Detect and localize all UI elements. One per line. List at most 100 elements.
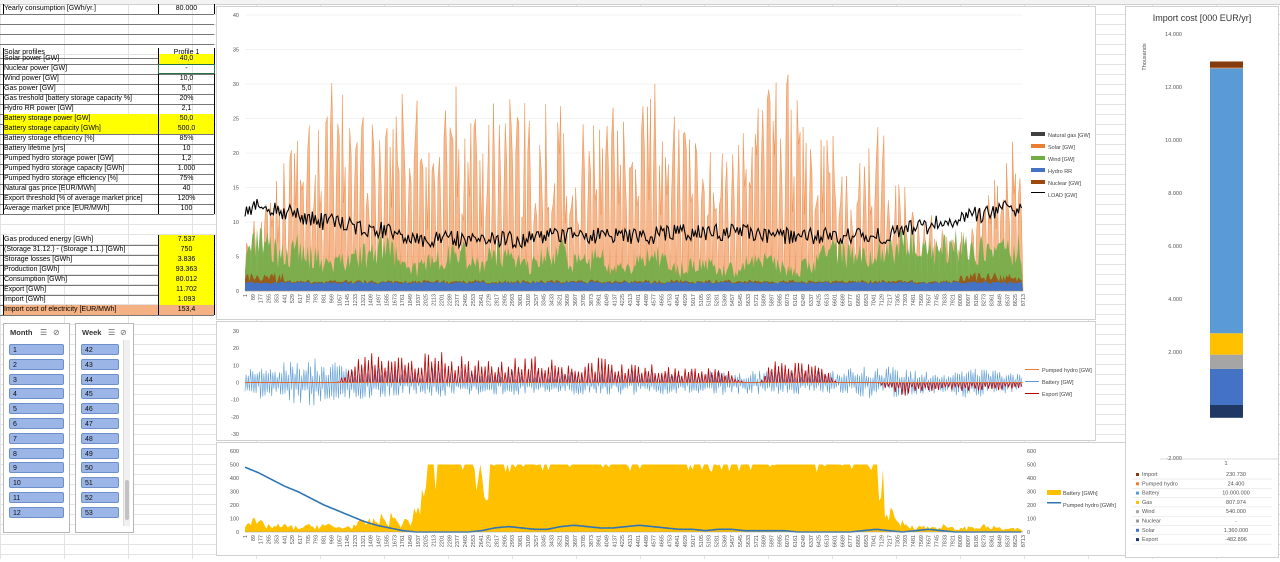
month-slicer-item[interactable]: 4 (9, 388, 64, 400)
input-row[interactable]: Yearly consumption [GWh/yr.] 80.000 (0, 4, 215, 15)
multi-select-icon[interactable]: ☰ (108, 328, 116, 337)
storage-level-chart[interactable]: 0 0 100 100 200 200 300 300 400 400 500 500 600 600 1 8… (216, 442, 1126, 556)
multi-select-icon[interactable]: ☰ (40, 328, 48, 337)
result-row[interactable]: Import cost of electricity [EUR/MWh] 153,… (0, 305, 215, 316)
result-row[interactable]: Gas produced energy [GWh] 7.537 (0, 235, 215, 246)
week-slicer-item[interactable]: 52 (81, 492, 119, 503)
month-slicer-item[interactable]: 11 (9, 492, 64, 503)
x-tick-label: 3961 (597, 535, 603, 547)
x-tick-label: 3433 (549, 535, 555, 547)
input-row[interactable]: Gas power [GW] 5,0 (0, 84, 215, 95)
month-slicer-item[interactable]: 7 (9, 432, 64, 444)
row-value[interactable]: 80.000 (158, 4, 215, 14)
input-row[interactable]: Nuclear power [GW] - (0, 64, 215, 75)
row-value[interactable]: 93.363 (158, 265, 215, 275)
row-value[interactable]: 100 (158, 204, 215, 214)
row-value[interactable]: 750 (158, 245, 215, 255)
storage-power-chart[interactable]: -30 -20 -10 0 10 20 30 Pumped hydro [GW] Battery… (216, 321, 1096, 441)
row-value[interactable]: 10 (158, 144, 215, 154)
week-slicer-item[interactable]: 51 (81, 477, 119, 489)
row-value[interactable]: 1,2 (158, 154, 215, 164)
input-row[interactable]: Solar power [GW] 40,0 (0, 54, 215, 65)
row-value[interactable]: 120% (158, 194, 215, 204)
row-value[interactable]: Profile 1 (158, 48, 215, 58)
row-value[interactable]: 11.702 (158, 285, 215, 295)
blank-row[interactable] (0, 14, 214, 25)
row-value[interactable]: 1.000 (158, 164, 215, 174)
column-header-strip[interactable] (0, 0, 1280, 5)
y-tick-label: 400 (230, 476, 239, 482)
x-tick-label: 5369 (722, 535, 728, 547)
row-value[interactable]: 3.836 (158, 255, 215, 265)
month-slicer-item[interactable]: 9 (9, 462, 64, 474)
import-cost-chart[interactable]: Import cost [000 EUR/yr] Thousands - 2.000 2… (1125, 6, 1279, 558)
row-value[interactable]: 2,1 (158, 104, 215, 114)
input-row[interactable]: Battery storage capacity [GWh] 500,0 (0, 124, 215, 135)
week-slicer-item[interactable]: 48 (81, 432, 119, 444)
input-row[interactable]: Pumped hydro storage power [GW] 1,2 (0, 154, 215, 165)
x-tick-label: 6073 (785, 535, 791, 547)
month-slicer-item[interactable]: 2 (9, 358, 64, 370)
clear-filter-icon[interactable]: ⊘ (53, 328, 60, 337)
blank-row[interactable] (0, 34, 214, 45)
input-row[interactable]: Pumped hydro storage capacity [GWh] 1.000 (0, 164, 215, 175)
row-value[interactable]: - (158, 64, 215, 74)
clear-filter-icon[interactable]: ⊘ (120, 328, 127, 337)
week-slicer-item[interactable]: 47 (81, 418, 119, 429)
input-row[interactable]: Natural gas price [EUR/MWh] 40 (0, 184, 215, 195)
row-value[interactable]: 85% (158, 134, 215, 144)
input-row[interactable]: Battery lifetime [yrs] 10 (0, 144, 215, 155)
generation-chart[interactable]: 0 5 10 15 20 25 30 35 40 1 89 177 265 353 441 529 617 705… (216, 6, 1096, 320)
row-value[interactable]: 500,0 (158, 124, 215, 134)
row-label: Yearly consumption [GWh/yr.] (3, 4, 158, 14)
month-slicer-item[interactable]: 6 (9, 418, 64, 429)
week-slicer-item[interactable]: 46 (81, 403, 119, 415)
week-slicer-item[interactable]: 42 (81, 344, 119, 355)
month-slicer-item[interactable]: 12 (9, 506, 64, 518)
result-row[interactable]: Export [GWh] 11.702 (0, 285, 215, 296)
x-tick-label: 3609 (565, 294, 571, 306)
row-value[interactable]: 10,0 (158, 74, 215, 84)
month-slicer-item[interactable]: 5 (9, 403, 64, 415)
month-slicer-item[interactable]: 3 (9, 373, 64, 385)
week-slicer-item[interactable]: 45 (81, 388, 119, 400)
week-slicer-item[interactable]: 43 (81, 358, 119, 370)
row-value[interactable]: 50,0 (158, 114, 215, 124)
result-row[interactable]: Storage losses [GWh] 3.836 (0, 255, 215, 266)
y-tick-label: 6.000 (1168, 244, 1182, 250)
week-slicer-item[interactable]: 50 (81, 462, 119, 474)
input-row[interactable]: Pumped hydro storage efficiency [%] 75% (0, 174, 215, 185)
x-tick-label: 7129 (880, 535, 886, 547)
x-tick-label: 177 (259, 294, 265, 303)
row-value[interactable]: 80.012 (158, 275, 215, 285)
result-row[interactable]: Production [GWh] 93.363 (0, 265, 215, 276)
input-row[interactable]: Solar profiles Profile 1 (0, 48, 215, 59)
row-value[interactable]: 75% (158, 174, 215, 184)
month-slicer[interactable]: Month ☰ ⊘ 1 2 3 4 5 6 7 8 9 10 11 12 (3, 323, 70, 533)
row-value[interactable]: 40 (158, 184, 215, 194)
row-value[interactable]: 5,0 (158, 84, 215, 94)
month-slicer-item[interactable]: 10 (9, 477, 64, 489)
input-row[interactable]: Export threshold [% of average market pr… (0, 194, 215, 205)
month-slicer-item[interactable]: 1 (9, 344, 64, 355)
row-value[interactable]: 20% (158, 94, 215, 104)
week-slicer-item[interactable]: 44 (81, 373, 119, 385)
row-value[interactable]: 40,0 (158, 54, 215, 64)
month-slicer-item[interactable]: 8 (9, 447, 64, 459)
row-value[interactable]: 153,4 (158, 305, 215, 315)
input-row[interactable]: Average market price [EUR/MWh] 100 (0, 204, 215, 215)
week-slicer-item[interactable]: 53 (81, 506, 119, 518)
row-value[interactable]: 1.093 (158, 295, 215, 305)
legend-swatch (1136, 491, 1139, 495)
input-row[interactable]: Battery storage efficiency [%] 85% (0, 134, 215, 145)
week-slicer-item[interactable]: 49 (81, 447, 119, 459)
week-slicer[interactable]: Week ☰ ⊘ 42 43 44 45 46 47 48 49 50 51 52 53 (75, 323, 134, 533)
week-slicer-scrollbar[interactable] (123, 340, 130, 526)
result-row[interactable]: Consumption [GWh] 80.012 (0, 275, 215, 286)
row-value[interactable]: 7.537 (158, 235, 215, 245)
input-row[interactable]: Wind power [GW] 10,0 (0, 74, 215, 85)
input-row[interactable]: Gas treshold [battery storage capacity %… (0, 94, 215, 105)
result-row[interactable]: (Storage 31.12.) - (Storage 1.1.) [GWh] 7… (0, 245, 215, 256)
blank-row[interactable] (0, 24, 214, 35)
x-tick-label: 3257 (534, 294, 540, 306)
